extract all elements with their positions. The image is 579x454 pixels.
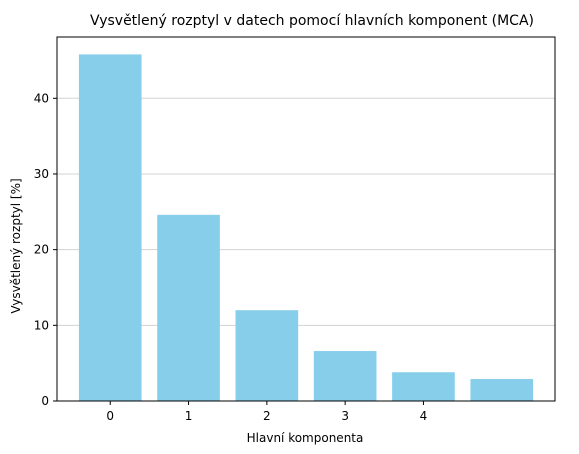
y-axis: 0 10 20 30 40 bbox=[34, 91, 57, 408]
y-tick-label: 10 bbox=[34, 318, 49, 332]
bar-0 bbox=[78, 54, 142, 402]
x-tick-label: 3 bbox=[341, 409, 349, 423]
chart-title: Vysvětlený rozptyl v datech pomocí hlavn… bbox=[90, 13, 534, 29]
y-axis-label: Vysvětlený rozptyl [%] bbox=[9, 178, 23, 313]
y-tick-label: 40 bbox=[34, 91, 49, 105]
x-tick-label: 4 bbox=[420, 409, 428, 423]
y-tick-label: 20 bbox=[34, 243, 49, 257]
y-tick-label: 0 bbox=[41, 394, 49, 408]
plot-frame bbox=[56, 36, 556, 402]
bar-3 bbox=[313, 351, 377, 401]
x-axis: 0 1 2 3 4 bbox=[106, 401, 427, 423]
bar-1 bbox=[157, 214, 220, 401]
bars-layer bbox=[78, 54, 534, 402]
x-tick-label: 0 bbox=[106, 409, 114, 423]
bar-5 bbox=[470, 379, 534, 401]
bar-2 bbox=[235, 310, 299, 401]
y-tick-label: 30 bbox=[34, 167, 49, 181]
bar-4 bbox=[392, 372, 455, 401]
x-tick-label: 1 bbox=[185, 409, 193, 423]
x-tick-label: 2 bbox=[263, 409, 271, 423]
x-axis-label: Hlavní komponenta bbox=[247, 431, 364, 445]
